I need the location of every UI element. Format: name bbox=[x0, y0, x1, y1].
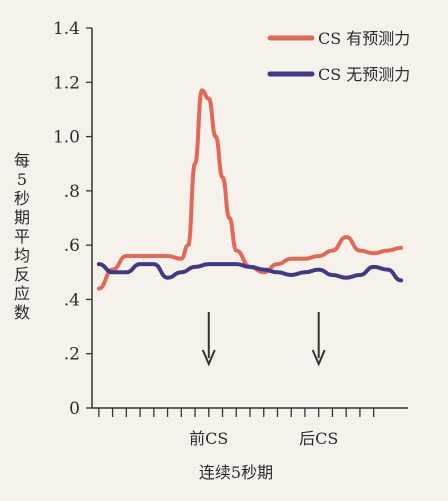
y-label-char: 数 bbox=[14, 303, 30, 322]
arrow-head-icon bbox=[311, 349, 326, 367]
y-tick-label: .6 bbox=[64, 236, 80, 256]
y-label-char: 秒 bbox=[14, 189, 30, 208]
y-tick-label: 0 bbox=[69, 399, 80, 419]
series-line-1 bbox=[96, 88, 404, 291]
annotation-label: 后CS bbox=[299, 429, 338, 448]
y-label-char: 均 bbox=[14, 246, 30, 265]
y-tick-label: 1.2 bbox=[53, 73, 80, 93]
axes bbox=[91, 28, 408, 409]
y-tick-label: .8 bbox=[64, 182, 80, 202]
y-label-char: 应 bbox=[14, 284, 30, 303]
annotations: 前CS 后CS bbox=[189, 312, 338, 448]
y-label-char: 期 bbox=[14, 208, 30, 227]
y-ticks: 0 .2 .4 .6 .8 1.0 1.2 1.4 bbox=[53, 19, 92, 419]
y-label-char: 反 bbox=[14, 265, 30, 284]
annotation-label: 前CS bbox=[189, 429, 228, 448]
legend: CS 有预测力 CS 无预测力 bbox=[267, 29, 410, 84]
x-ticks bbox=[98, 408, 375, 417]
y-tick-label: 1.4 bbox=[53, 19, 80, 39]
x-axis-label: 连续5秒期 bbox=[199, 463, 273, 482]
y-tick-label: .4 bbox=[64, 290, 80, 310]
series-lines bbox=[96, 88, 404, 291]
series-line-2 bbox=[96, 262, 404, 283]
y-label-char: 5 bbox=[17, 170, 27, 189]
y-label-char: 平 bbox=[14, 227, 30, 246]
y-tick-label: .2 bbox=[64, 345, 80, 365]
y-label-char: 每 bbox=[14, 151, 30, 170]
y-tick-label: 1.0 bbox=[53, 128, 80, 148]
arrow-head-icon bbox=[201, 349, 216, 367]
legend-label: CS 有预测力 bbox=[318, 29, 410, 48]
legend-label: CS 无预测力 bbox=[318, 65, 410, 84]
